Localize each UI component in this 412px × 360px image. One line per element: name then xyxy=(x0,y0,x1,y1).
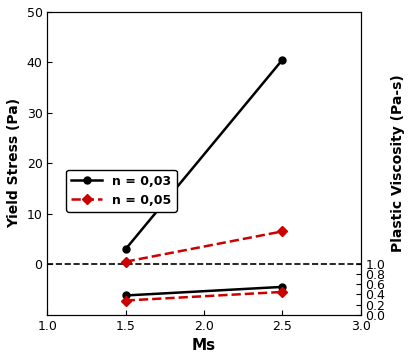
Y-axis label: Plastic Viscosity (Pa-s): Plastic Viscosity (Pa-s) xyxy=(391,75,405,252)
Line: n = 0,05: n = 0,05 xyxy=(122,228,286,265)
n = 0,03 xyxy=(123,247,128,251)
Y-axis label: Yield Stress (Pa): Yield Stress (Pa) xyxy=(7,98,21,228)
Line: n = 0,03: n = 0,03 xyxy=(122,57,286,252)
Legend: n = 0,03, n = 0,05: n = 0,03, n = 0,05 xyxy=(66,170,177,212)
n = 0,03 xyxy=(280,58,285,62)
n = 0,05 xyxy=(123,260,128,264)
n = 0,05 xyxy=(280,229,285,234)
X-axis label: Ms: Ms xyxy=(192,338,216,353)
